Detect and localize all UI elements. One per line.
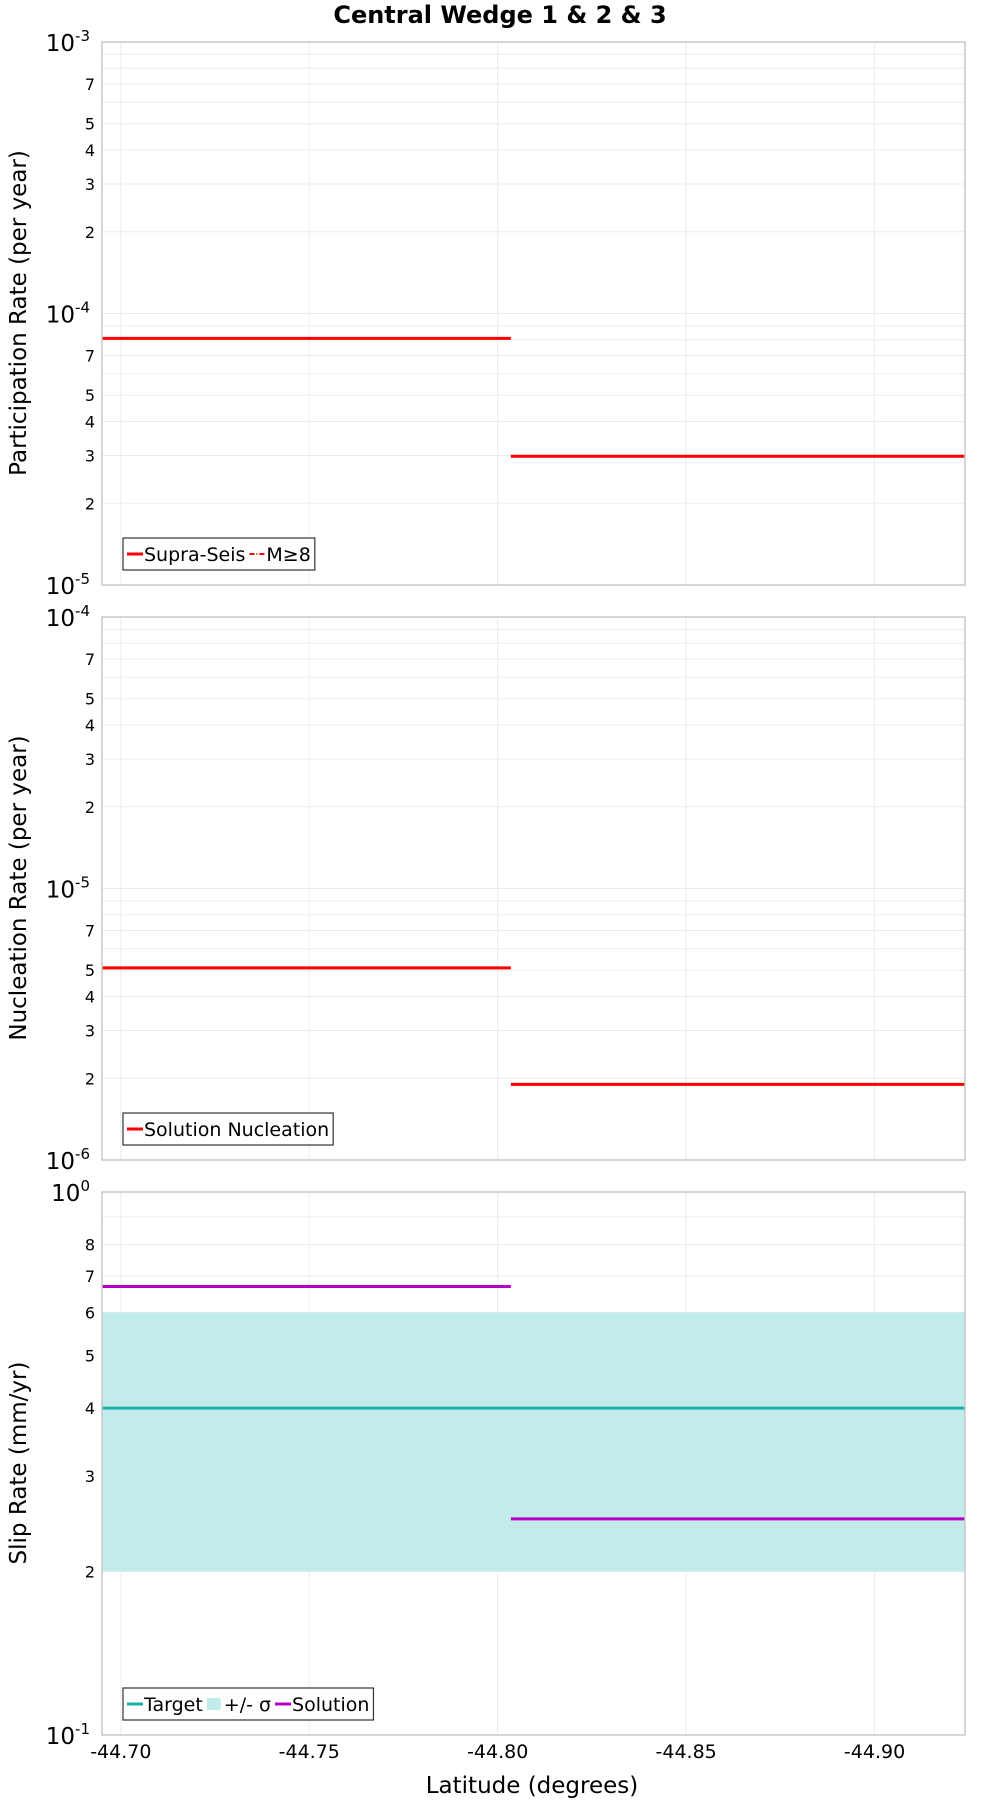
y-tick-label: 100 (51, 1177, 90, 1207)
chart-title: Central Wedge 1 & 2 & 3 (333, 1, 666, 29)
y-axis-label: Participation Rate (per year) (6, 150, 32, 476)
y-minor-tick-label: 5 (85, 115, 95, 134)
participation-panel: 10-5 10-4 10-3 2 3 4 5 7 2 3 4 5 7 Participation Rate… (6, 27, 966, 600)
x-tick-label: -44.70 (90, 1741, 151, 1763)
sliprate-panel: 10-1 100 2 3 4 5 6 7 8 Slip Rate (mm/yr) -44.70 -44… (6, 1177, 966, 1763)
legend-box (122, 1112, 334, 1146)
y-minor-tick-label: 7 (85, 347, 95, 366)
y-minor-tick-label: 3 (85, 175, 95, 194)
y-tick-label: 10-4 (46, 299, 90, 329)
y-minor-tick-label: 8 (85, 1236, 95, 1255)
y-minor-tick-label: 3 (85, 1021, 95, 1040)
y-minor-tick-label: 6 (85, 1303, 95, 1322)
y-axis-label: Nucleation Rate (per year) (6, 735, 32, 1040)
legend-box (122, 537, 316, 571)
y-minor-tick-label: 7 (85, 1267, 95, 1286)
y-minor-tick-label: 2 (85, 223, 95, 242)
legend-label: Solution (292, 1694, 369, 1716)
y-tick-label: 10-5 (46, 570, 90, 600)
y-tick-label: 10-1 (46, 1720, 90, 1750)
y-minor-tick-label: 3 (85, 1467, 95, 1486)
y-minor-tick-label: 5 (85, 1346, 95, 1365)
y-tick-label: 10-6 (46, 1145, 90, 1175)
legend: Supra-Seis M≥8 (122, 537, 316, 571)
x-axis-label: Latitude (degrees) (426, 1773, 639, 1799)
y-minor-tick-label: 4 (85, 413, 95, 432)
legend-swatch (206, 1698, 221, 1710)
y-axis-label: Slip Rate (mm/yr) (6, 1362, 32, 1565)
y-minor-tick-label: 5 (85, 690, 95, 709)
y-minor-tick-label: 3 (85, 446, 95, 465)
y-minor-tick-label: 4 (85, 988, 95, 1007)
y-minor-tick-label: 2 (85, 494, 95, 513)
plot-frame (101, 41, 966, 586)
y-minor-tick-label: 3 (85, 750, 95, 769)
y-minor-tick-label: 5 (85, 386, 95, 405)
y-minor-tick-label: 4 (85, 141, 95, 160)
plot-frame (101, 616, 966, 1161)
y-minor-tick-label: 2 (85, 1563, 95, 1582)
legend: Solution Nucleation (122, 1112, 334, 1146)
y-minor-tick-label: 7 (85, 922, 95, 941)
legend-label: Supra-Seis (144, 544, 245, 566)
y-minor-tick-label: 4 (85, 716, 95, 735)
y-minor-tick-label: 7 (85, 650, 95, 669)
plot-frame (101, 1191, 966, 1736)
y-minor-tick-label: 2 (85, 798, 95, 817)
x-tick-label: -44.80 (467, 1741, 528, 1763)
sigma-band (102, 1312, 965, 1572)
legend: Target +/- σ Solution (122, 1687, 375, 1721)
nucleation-panel: 10-6 10-5 10-4 2 3 4 5 7 2 3 4 5 7 Nucleation Rate (p… (6, 602, 966, 1175)
legend-label: Target (143, 1694, 203, 1716)
legend-label: M≥8 (266, 544, 310, 566)
y-minor-tick-label: 7 (85, 75, 95, 94)
x-tick-label: -44.85 (656, 1741, 717, 1763)
y-minor-tick-label: 4 (85, 1399, 95, 1418)
y-minor-tick-label: 5 (85, 961, 95, 980)
y-tick-label: 10-3 (46, 27, 90, 57)
x-tick-label: -44.90 (844, 1741, 905, 1763)
y-tick-label: 10-4 (46, 602, 90, 632)
x-tick-label: -44.75 (279, 1741, 340, 1763)
legend-label: +/- σ (224, 1694, 271, 1716)
y-tick-label: 10-5 (46, 874, 90, 904)
y-minor-tick-label: 2 (85, 1069, 95, 1088)
legend-box (122, 1687, 375, 1721)
legend-label: Solution Nucleation (144, 1119, 329, 1141)
